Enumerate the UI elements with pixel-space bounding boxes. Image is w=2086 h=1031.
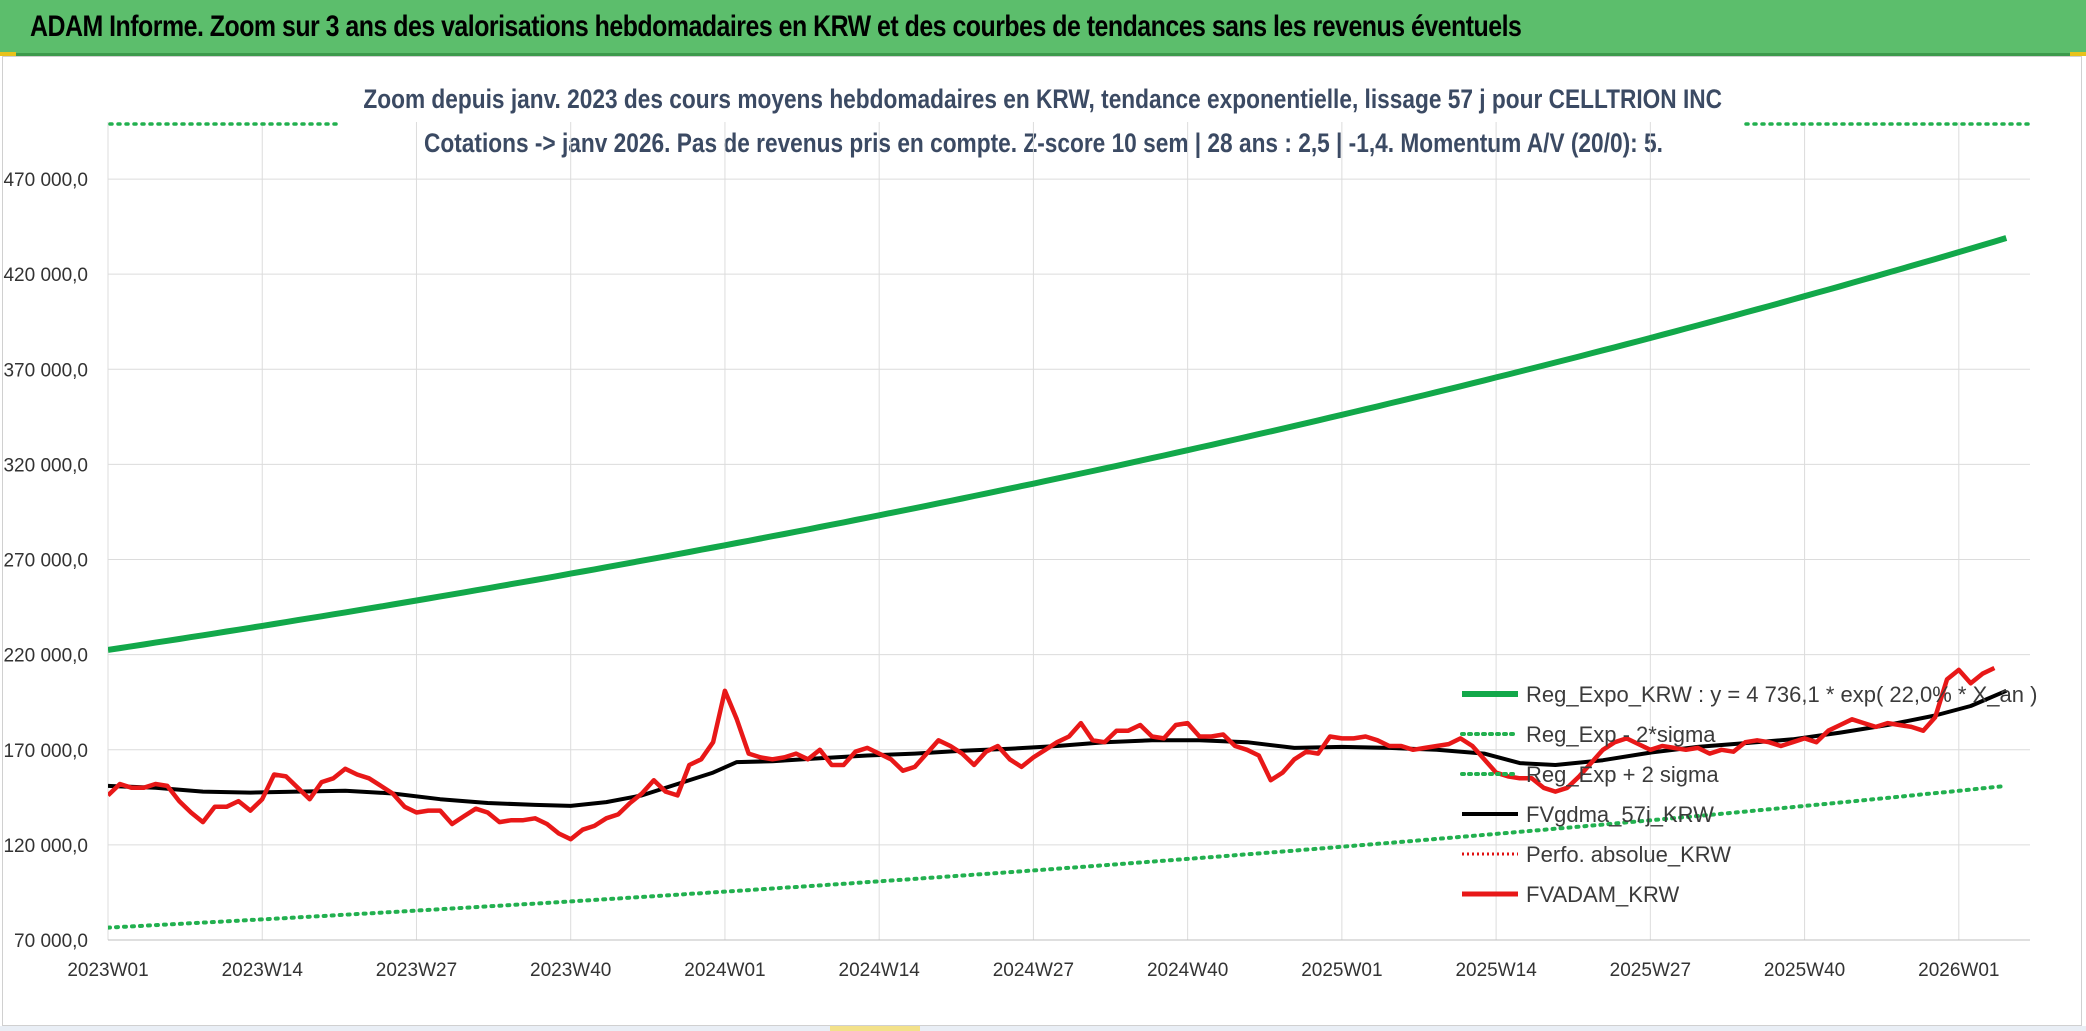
x-tick-label: 2024W14 — [839, 960, 921, 981]
chart-title-line-2: Cotations -> janv 2026. Pas de revenus p… — [0, 128, 2086, 159]
x-tick-label: 2025W40 — [1764, 960, 1845, 981]
y-tick-label: 70 000,0 — [14, 931, 88, 952]
legend-label-sigma_plus: Reg_Exp + 2 sigma — [1526, 762, 1719, 787]
legend: Reg_Expo_KRW : y = 4 736,1 * exp( 22,0% … — [1460, 682, 2037, 907]
y-tick-label: 220 000,0 — [3, 646, 88, 667]
legend-item-reg_expo: Reg_Expo_KRW : y = 4 736,1 * exp( 22,0% … — [1462, 682, 2037, 707]
y-tick-label: 120 000,0 — [3, 836, 88, 857]
legend-label-sigma_minus: Reg_Exp - 2*sigma — [1526, 722, 1716, 747]
bottom-bar — [0, 1026, 2086, 1031]
x-tick-label: 2024W27 — [993, 960, 1074, 981]
legend-label-fvgdma: FVgdma_57j_KRW — [1526, 802, 1714, 827]
series-reg-expo-line — [108, 235, 2008, 653]
x-axis: 2023W01 2023W14 2023W27 2023W40 2024W01 2024W… — [67, 960, 1999, 981]
y-axis: 70 000,0 120 000,0 170 000,0 220 000,0 270 0… — [3, 170, 88, 952]
legend-item-sigma_minus: Reg_Exp - 2*sigma — [1460, 722, 1716, 747]
x-tick-label: 2025W01 — [1301, 960, 1382, 981]
legend-item-perfo: Perfo. absolue_KRW — [1462, 842, 1731, 867]
legend-label-reg_expo: Reg_Expo_KRW : y = 4 736,1 * exp( 22,0% … — [1526, 682, 2037, 707]
bottom-bar-accent — [830, 1026, 920, 1031]
chart-title-line-1: Zoom depuis janv. 2023 des cours moyens … — [0, 84, 2086, 115]
report-title: ADAM Informe. Zoom sur 3 ans des valoris… — [30, 10, 1522, 43]
x-tick-label: 2023W14 — [222, 960, 304, 981]
legend-item-fvadam: FVADAM_KRW — [1462, 882, 1679, 907]
y-tick-label: 320 000,0 — [3, 455, 88, 476]
series-fvadam-line — [108, 665, 1996, 842]
series-layer — [108, 235, 2009, 930]
chart-title-line-2-text: Cotations -> janv 2026. Pas de revenus p… — [423, 128, 1663, 158]
y-tick-label: 170 000,0 — [3, 741, 88, 762]
y-tick-label: 370 000,0 — [3, 360, 88, 381]
x-tick-label: 2026W01 — [1918, 960, 1999, 981]
y-tick-label: 270 000,0 — [3, 551, 88, 572]
report-banner: ADAM Informe. Zoom sur 3 ans des valoris… — [0, 0, 2086, 56]
x-tick-label: 2025W14 — [1455, 960, 1537, 981]
chart-frame — [2, 56, 2082, 1026]
x-tick-label: 2025W27 — [1610, 960, 1691, 981]
banner-accent-right — [2070, 52, 2086, 56]
x-tick-label: 2023W01 — [67, 960, 148, 981]
y-tick-label: 420 000,0 — [3, 265, 88, 286]
legend-item-fvgdma: FVgdma_57j_KRW — [1462, 802, 1714, 827]
legend-label-fvadam: FVADAM_KRW — [1526, 882, 1679, 907]
x-tick-label: 2023W27 — [376, 960, 457, 981]
x-tick-label: 2024W01 — [684, 960, 765, 981]
gridlines — [107, 122, 2032, 941]
banner-accent-left — [0, 52, 16, 56]
chart-title-line-1-text: Zoom depuis janv. 2023 des cours moyens … — [363, 84, 1723, 114]
legend-item-sigma_plus: Reg_Exp + 2 sigma — [1460, 762, 1719, 787]
y-tick-label: 470 000,0 — [3, 170, 88, 191]
x-tick-label: 2023W40 — [530, 960, 611, 981]
legend-label-perfo: Perfo. absolue_KRW — [1526, 842, 1731, 867]
x-tick-label: 2024W40 — [1147, 960, 1228, 981]
series-sigma-minus-line — [108, 783, 2009, 930]
